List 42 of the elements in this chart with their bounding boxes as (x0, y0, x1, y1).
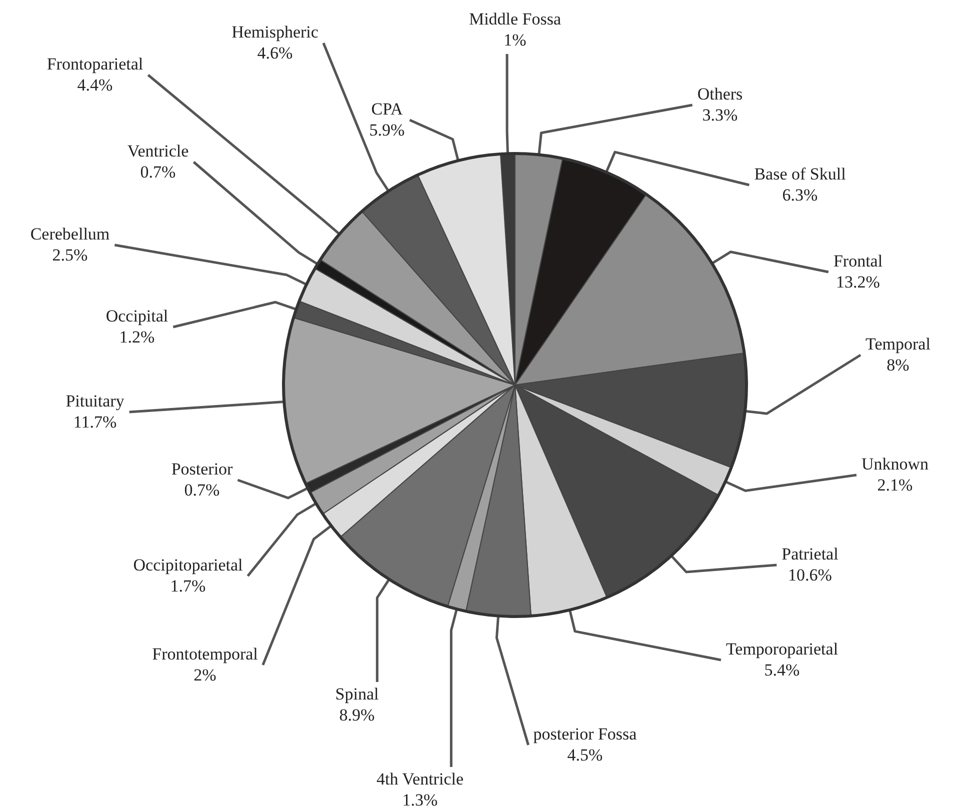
data-label: 0.7% (140, 162, 176, 182)
slice-label: Frontal (833, 251, 883, 270)
data-label: 0.7% (184, 480, 220, 500)
data-label: 5.9% (369, 120, 405, 140)
slice-label: Posterior (171, 459, 234, 478)
slice-label: CPA (371, 99, 404, 118)
data-label: 4.4% (77, 75, 113, 94)
slice-label: Ventricle (127, 141, 189, 160)
data-label: 8.9% (339, 705, 375, 724)
data-label: 4.6% (257, 43, 293, 62)
data-label: 5.4% (764, 660, 800, 680)
slice-label: Temporoparietal (726, 639, 838, 658)
slice-label: Base of Skull (754, 164, 846, 184)
data-label: 6.3% (782, 185, 818, 204)
slice-label: Frontotemporal (152, 644, 258, 664)
slice-label: 4th Ventricle (376, 769, 464, 788)
slice-label: Pituitary (66, 391, 125, 410)
data-label: 2.5% (52, 245, 88, 264)
slice-label: Temporal (866, 334, 931, 354)
data-label: 4.5% (567, 745, 603, 764)
slice-label: Spinal (335, 684, 379, 704)
data-label: 8% (886, 355, 910, 374)
data-label: 10.6% (788, 565, 832, 584)
slice-label: Others (697, 84, 743, 104)
slice-label: Unknown (861, 454, 930, 474)
data-label: 2.1% (877, 475, 913, 494)
data-label: 11.7% (73, 412, 117, 432)
slice-label: Patrietal (782, 544, 839, 564)
slice-label: Hemispheric (232, 22, 319, 42)
slice-label: Cerebellum (30, 224, 110, 244)
data-label: 1.3% (402, 790, 438, 809)
slice-label: Occipitoparietal (133, 555, 244, 574)
data-label: 2% (194, 665, 216, 684)
slice-label: posterior Fossa (533, 724, 638, 744)
data-label: 3.3% (702, 105, 738, 124)
data-label: 1.2% (119, 327, 155, 346)
slice-label: Frontoparietal (46, 54, 144, 74)
slice-label: Middle Fossa (468, 9, 562, 28)
data-label: 1% (504, 30, 526, 50)
slice-label: Occipital (106, 306, 168, 326)
data-label: 1.7% (170, 576, 206, 596)
data-label: 13.2% (836, 272, 880, 292)
